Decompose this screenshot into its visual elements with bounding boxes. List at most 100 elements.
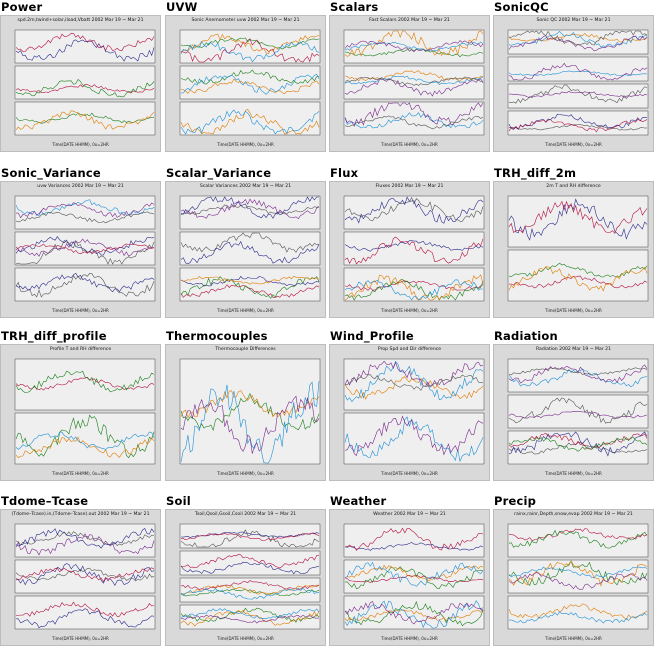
- plot-graphic: [179, 358, 321, 465]
- plot-tile[interactable]: UVW Sonic Anemometer uvw 2002 Mar 19 ~ Ma…: [165, 0, 327, 162]
- plot-title[interactable]: Sonic_Variance: [1, 166, 101, 180]
- plot-tile[interactable]: TRH_diff_2m 2m T and RH difference Time(DA…: [493, 166, 655, 328]
- series-line: [180, 607, 320, 623]
- plot-graphic: [14, 358, 156, 465]
- plot-tile[interactable]: Flux Fluxes 2002 Mar 19 ~ Mar 21 Time(DATE…: [329, 166, 491, 328]
- subplot-frame: [507, 195, 649, 248]
- series-line: [508, 62, 648, 81]
- plot-tile[interactable]: Soil Tsoil,Qsoil,Gsoil,Csoil 2002 Mar 19 …: [165, 494, 327, 656]
- plot-title[interactable]: Thermocouples: [166, 329, 268, 343]
- plot-tile[interactable]: Wind_Profile Prop Spd and Dir difference T…: [329, 329, 491, 491]
- series-line: [344, 102, 484, 127]
- plot-tile[interactable]: Weather Weather 2002 Mar 19 ~ Mar 21 Time(…: [329, 494, 491, 656]
- plot-tile[interactable]: Scalar_Variance Scalar Variances 2002 Mar…: [165, 166, 327, 328]
- plot-thumbnail[interactable]: Prop Spd and Dir difference Time(DATE HHM…: [329, 344, 490, 481]
- series-line: [344, 40, 484, 53]
- series-line: [345, 527, 484, 551]
- series-line: [508, 266, 648, 292]
- plot-title[interactable]: Weather: [330, 494, 387, 508]
- series-line: [508, 35, 648, 52]
- series-line: [508, 566, 648, 579]
- plot-title[interactable]: Soil: [166, 494, 191, 508]
- plot-thumbnail[interactable]: Weather 2002 Mar 19 ~ Mar 21 Time(DATE HH…: [329, 509, 490, 646]
- series-line: [180, 73, 320, 95]
- plot-subtitle: Scalar Variances 2002 Mar 19 ~ Mar 21: [199, 184, 292, 189]
- plot-graphic: [507, 523, 649, 630]
- plot-title[interactable]: Scalars: [330, 0, 379, 14]
- plot-thumbnail[interactable]: (Tdome–Tcase).in,(Tdome–Tcase).out 2002 …: [0, 509, 161, 646]
- series-line: [344, 360, 484, 403]
- plot-thumbnail[interactable]: Tsoil,Qsoil,Gsoil,Csoil 2002 Mar 19 ~ Ma…: [165, 509, 326, 646]
- plot-thumbnail[interactable]: Fluxes 2002 Mar 19 ~ Mar 21 Time(DATE HHM…: [329, 181, 490, 318]
- series-line: [508, 436, 648, 452]
- subplot-frame: [507, 430, 649, 465]
- plot-tile[interactable]: Tdome–Tcase (Tdome–Tcase).in,(Tdome–Tcase…: [0, 494, 162, 656]
- plot-tile[interactable]: Scalars Fast Scalars 2002 Mar 19 ~ Mar 21…: [329, 0, 491, 162]
- plot-thumbnail[interactable]: 2m T and RH difference Time(DATE HHMM), 0…: [493, 181, 654, 318]
- series-line: [344, 280, 484, 291]
- plot-thumbnail[interactable]: spd.2m,twind+solar,iload,Vbatt 2002 Mar …: [0, 15, 161, 152]
- series-line: [180, 275, 320, 285]
- plot-subtitle: Sonic Anemometer uvw 2002 Mar 19 ~ Mar 2…: [191, 18, 300, 23]
- plot-title[interactable]: Flux: [330, 166, 359, 180]
- plot-tile[interactable]: Precip rainx,rainr,Depth,snow,evap 2002 M…: [493, 494, 655, 656]
- series-line: [344, 30, 484, 57]
- plot-graphic: [343, 358, 485, 465]
- series-line: [15, 567, 155, 583]
- plot-tile[interactable]: SonicQC Sonic QC 2002 Mar 19 ~ Mar 21 Time…: [493, 0, 655, 162]
- series-line: [15, 531, 155, 547]
- series-line: [344, 574, 484, 583]
- series-line: [15, 79, 155, 98]
- plot-title[interactable]: Precip: [494, 494, 537, 508]
- plot-tile[interactable]: Radiation Radiation 2002 Mar 19 ~ Mar 21 T…: [493, 329, 655, 491]
- series-line: [344, 112, 484, 129]
- plot-graphic: [14, 523, 156, 630]
- plot-tile[interactable]: TRH_diff_profile Profile T and RH differe…: [0, 329, 162, 491]
- plot-thumbnail[interactable]: rainx,rainr,Depth,snow,evap 2002 Mar 19 …: [493, 509, 654, 646]
- plot-thumbnail[interactable]: uvw Variances 2002 Mar 19 ~ Mar 21 Time(D…: [0, 181, 161, 318]
- series-line: [15, 39, 155, 62]
- series-line: [180, 392, 320, 432]
- plot-title[interactable]: Radiation: [494, 329, 558, 343]
- plot-subtitle: Fluxes 2002 Mar 19 ~ Mar 21: [375, 184, 444, 189]
- plot-title[interactable]: TRH_diff_profile: [1, 329, 107, 343]
- plot-title[interactable]: Tdome–Tcase: [1, 494, 89, 508]
- subplot-frame: [343, 231, 485, 266]
- plot-thumbnail[interactable]: Profile T and RH difference Time(DATE HHM…: [0, 344, 161, 481]
- series-line: [508, 200, 648, 234]
- plot-footer: Time(DATE HHMM), 0x=2HR: [545, 142, 602, 147]
- plot-title[interactable]: Wind_Profile: [330, 329, 414, 343]
- plot-tile[interactable]: Thermocouples Thermocouple Differences Tim…: [165, 329, 327, 491]
- plot-graphic: [179, 195, 321, 302]
- series-line: [15, 601, 155, 617]
- plot-graphic: [14, 29, 156, 136]
- series-line: [508, 560, 648, 587]
- plot-thumbnail[interactable]: Scalar Variances 2002 Mar 19 ~ Mar 21 Tim…: [165, 181, 326, 318]
- plot-footer: Time(DATE HHMM), 0x=2HR: [52, 636, 109, 641]
- series-line: [15, 563, 155, 587]
- plot-thumbnail[interactable]: Sonic Anemometer uvw 2002 Mar 19 ~ Mar 2…: [165, 15, 326, 152]
- plot-title[interactable]: SonicQC: [494, 0, 549, 14]
- series-line: [15, 238, 155, 257]
- plot-title[interactable]: TRH_diff_2m: [494, 166, 577, 180]
- plot-tile[interactable]: Sonic_Variance uvw Variances 2002 Mar 19 …: [0, 166, 162, 328]
- plot-title[interactable]: Power: [1, 0, 43, 14]
- plot-thumbnail[interactable]: Fast Scalars 2002 Mar 19 ~ Mar 21 Time(DA…: [329, 15, 490, 152]
- plot-title[interactable]: UVW: [166, 0, 198, 14]
- series-line: [180, 531, 320, 538]
- subplot-frame: [179, 65, 321, 100]
- plot-thumbnail[interactable]: Radiation 2002 Mar 19 ~ Mar 21 Time(DATE …: [493, 344, 654, 481]
- series-line: [344, 75, 484, 85]
- plot-title[interactable]: Scalar_Variance: [166, 166, 272, 180]
- plot-tile[interactable]: Power spd.2m,twind+solar,iload,Vbatt 2002…: [0, 0, 162, 162]
- series-line: [180, 395, 320, 454]
- series-line: [344, 274, 484, 301]
- series-line: [344, 566, 484, 590]
- plot-subtitle: uvw Variances 2002 Mar 19 ~ Mar 21: [37, 184, 124, 189]
- series-line: [508, 528, 648, 541]
- plot-thumbnail[interactable]: Thermocouple Differences Time(DATE HHMM),…: [165, 344, 326, 481]
- series-line: [180, 37, 320, 50]
- series-line: [16, 608, 155, 629]
- series-line: [344, 197, 484, 222]
- plot-thumbnail[interactable]: Sonic QC 2002 Mar 19 ~ Mar 21 Time(DATE H…: [493, 15, 654, 152]
